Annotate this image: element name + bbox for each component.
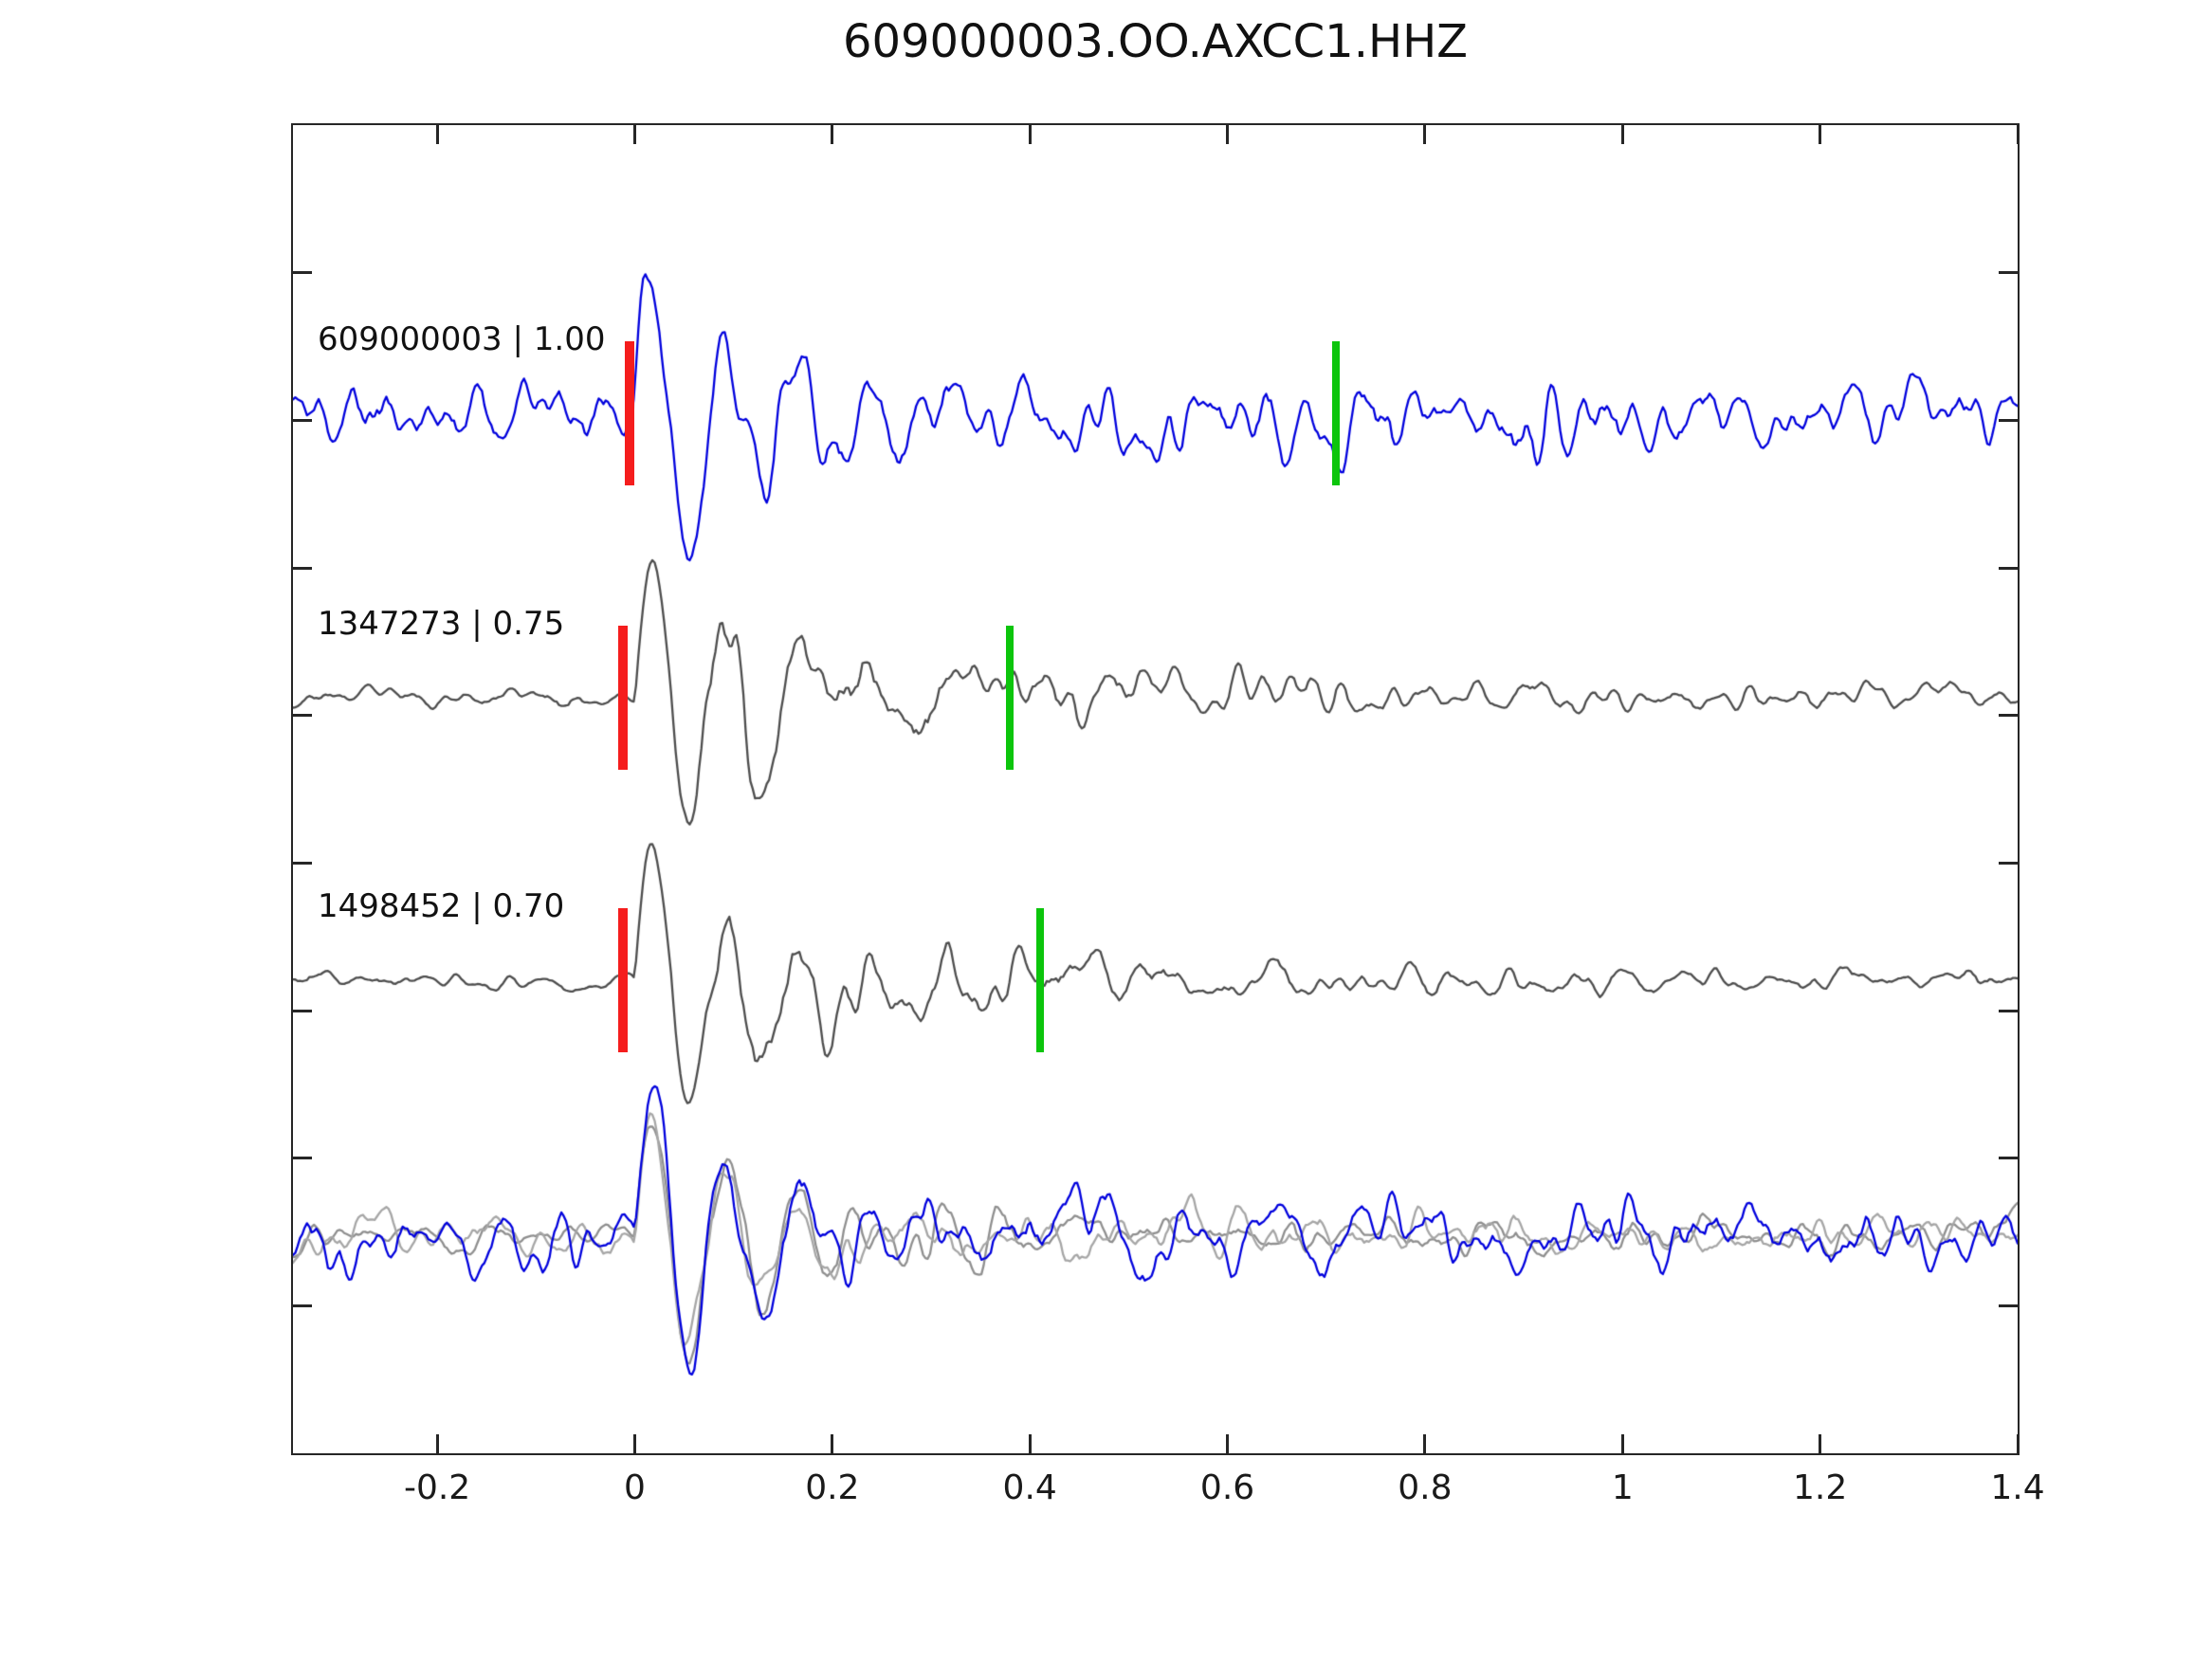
x-axis-tick [1028, 125, 1032, 144]
y-axis-tick [1999, 1009, 2018, 1012]
x-axis-tick-label: 1.4 [1990, 1468, 2045, 1507]
x-axis-tick [1226, 1434, 1230, 1453]
plot-area: 609000003 | 1.00 1347273 | 0.75 1498452 | … [291, 123, 2020, 1455]
y-axis-tick [293, 566, 312, 570]
y-axis-tick [1999, 566, 2018, 570]
x-axis-tick [1819, 1434, 1822, 1453]
x-axis-tick [1819, 125, 1822, 144]
x-axis-tick-label: -0.2 [403, 1468, 471, 1507]
chart-title: 609000003.OO.AXCC1.HHZ [842, 15, 1469, 68]
x-axis-tick [632, 125, 636, 144]
x-axis-tick [831, 1434, 834, 1453]
green-pick-marker [1332, 341, 1341, 486]
x-axis-tick [2016, 125, 2018, 144]
x-axis-tick [1226, 125, 1230, 144]
green-pick-marker [1006, 625, 1015, 770]
x-axis-tick [435, 1434, 439, 1453]
x-axis-tick-label: 0 [624, 1468, 646, 1507]
y-axis-tick [293, 861, 312, 865]
y-axis-tick [293, 714, 312, 718]
x-axis-tick [2016, 1434, 2018, 1453]
x-axis-tick-label: 0.8 [1398, 1468, 1453, 1507]
y-axis-tick [1999, 418, 2018, 422]
y-axis-tick [1999, 1304, 2018, 1307]
x-axis-tick-label: 0.2 [805, 1468, 860, 1507]
x-axis-tick [435, 125, 439, 144]
trace-label: 1498452 | 0.70 [318, 887, 565, 926]
y-axis-tick [293, 1157, 312, 1160]
x-axis-tick [1620, 125, 1624, 144]
red-pick-marker [617, 625, 628, 770]
red-pick-marker [617, 908, 628, 1053]
y-axis-tick [1999, 861, 2018, 865]
x-axis-tick [1423, 125, 1427, 144]
x-axis-tick [831, 125, 834, 144]
x-axis-tick [1620, 1434, 1624, 1453]
x-axis-tick-label: 1 [1611, 1468, 1634, 1507]
x-axis-tick [632, 1434, 636, 1453]
y-axis-tick [293, 271, 312, 275]
y-axis-tick [293, 418, 312, 422]
y-axis-tick [1999, 1157, 2018, 1160]
x-axis-tick-label: 0.6 [1199, 1468, 1255, 1507]
trace-label: 609000003 | 1.00 [318, 320, 606, 359]
x-axis-tick-label: 1.2 [1792, 1468, 1848, 1507]
trace-label: 1347273 | 0.75 [318, 604, 565, 643]
y-axis-tick [293, 1304, 312, 1307]
y-axis-tick [1999, 271, 2018, 275]
y-axis-tick [1999, 714, 2018, 718]
x-axis-tick [1028, 1434, 1032, 1453]
x-axis-tick-label: 0.4 [1002, 1468, 1057, 1507]
x-axis-tick [1423, 1434, 1427, 1453]
green-pick-marker [1035, 908, 1044, 1053]
red-pick-marker [625, 341, 635, 486]
waveform-canvas [293, 125, 2018, 1453]
y-axis-tick [293, 1009, 312, 1012]
